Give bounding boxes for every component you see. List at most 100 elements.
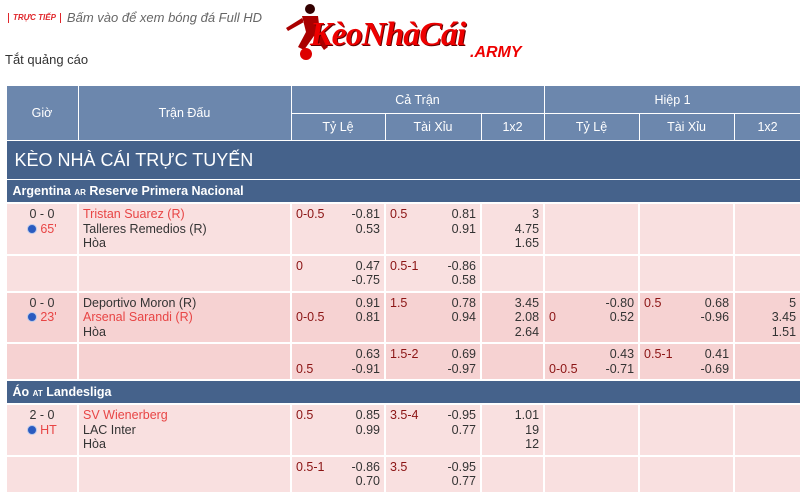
away-team[interactable]: LAC Inter: [83, 422, 136, 437]
logo-text: KèoNhàCái: [310, 16, 466, 53]
home-team[interactable]: SV Wienerberg: [83, 408, 168, 422]
live-badge: TRỰC TIẾP: [8, 12, 61, 23]
blank: [390, 362, 433, 377]
odds-1x2[interactable]: 3.45: [771, 310, 797, 324]
country-code: AT: [32, 389, 43, 398]
odds-1x2[interactable]: 1.01: [514, 408, 540, 422]
blank: 0: [296, 258, 303, 273]
hide-ads-link[interactable]: Tắt quảng cáo: [5, 52, 89, 67]
hdp-line[interactable]: 0.5: [296, 347, 338, 376]
half-1x2-cell: [733, 342, 800, 381]
odds-1x2[interactable]: 5: [789, 295, 797, 310]
blank: 0.41: [704, 347, 730, 361]
blank: 0.5: [390, 207, 408, 221]
blank: 0.77: [451, 422, 476, 437]
ou-odds[interactable]: -0.95 0.77: [433, 408, 477, 452]
full-1x2-cell: [479, 342, 546, 381]
hdp-wrap: 0.5 0.85 0.99: [296, 408, 380, 452]
blank: [338, 236, 380, 251]
blank: 0.68: [704, 295, 730, 310]
away-team[interactable]: Talleres Remedios (R): [83, 221, 207, 236]
odds-1x2[interactable]: 2.08: [514, 310, 540, 324]
odds-1x2[interactable]: 12: [525, 437, 540, 451]
full-ou-cell: 3.5 -0.95 0.77: [384, 454, 482, 494]
full-1x2-cell: [479, 454, 546, 494]
home-team[interactable]: Deportivo Moron (R): [83, 295, 197, 310]
draw-team[interactable]: Hòa: [83, 324, 106, 339]
col-match: Trận Đấu: [77, 85, 292, 141]
time-cell: 0 - 0 65': [5, 202, 79, 256]
hdp-wrap: 0-0.5 -0.81 0.53: [296, 207, 380, 251]
blank: 0.5: [296, 361, 314, 376]
odds-1x2[interactable]: 4.75: [514, 221, 540, 236]
odds-1x2[interactable]: 1.65: [514, 236, 540, 250]
ou-odds[interactable]: -0.95 0.77: [433, 459, 477, 489]
ou-line[interactable]: 0.5-1: [390, 259, 433, 288]
draw-team[interactable]: Hòa: [83, 437, 106, 451]
teams-cell: Deportivo Moron (R) Arsenal Sarandi (R) Hò…: [77, 290, 292, 344]
full-hdp-cell: 0.5 0.63 -0.91: [290, 342, 386, 381]
ou-odds[interactable]: 0.68 -0.96: [687, 296, 730, 340]
hdp-line[interactable]: 0-0.5: [549, 347, 592, 376]
odds-1x2[interactable]: 3.45: [514, 295, 540, 310]
time-cell: [5, 454, 79, 494]
hdp-odds[interactable]: -0.80 0.52: [592, 296, 635, 340]
hdp-line[interactable]: 0-0.5: [296, 207, 338, 251]
blank: [433, 236, 476, 251]
ou-odds[interactable]: 0.78 0.94: [433, 296, 476, 340]
live-stream-text[interactable]: Bấm vào để xem bóng đá Full HD: [66, 10, 263, 25]
odds-1x2[interactable]: 1.51: [771, 324, 797, 339]
full-1x2-cell: [479, 253, 546, 293]
league-header[interactable]: Áo AT Landesliga: [5, 379, 800, 405]
blank: [592, 325, 635, 340]
ou-odds[interactable]: 0.41 -0.69: [687, 347, 730, 376]
ou-line[interactable]: 1.5-2: [390, 347, 433, 376]
match-time: 23': [11, 310, 73, 325]
hdp-odds[interactable]: -0.86 0.70: [338, 460, 381, 489]
hdp-line[interactable]: 0: [549, 296, 592, 340]
odds-1x2[interactable]: 2.64: [514, 324, 540, 339]
ou-line[interactable]: 1.5: [390, 296, 433, 340]
ou-line[interactable]: 3.5-4: [390, 408, 433, 452]
hdp-odds[interactable]: 0.43 -0.71: [592, 347, 635, 376]
ou-line[interactable]: 0.5: [390, 207, 433, 251]
hdp-line[interactable]: 0.5: [296, 408, 338, 452]
odds-1x2[interactable]: 3: [532, 207, 540, 221]
blank: 1.5-2: [390, 347, 419, 361]
blank: 0.81: [451, 207, 476, 221]
home-team[interactable]: Tristan Suarez (R): [83, 207, 185, 221]
hdp-line[interactable]: 0.5-1: [296, 460, 338, 489]
blank: [296, 423, 338, 438]
blank: [390, 310, 433, 325]
blank: [296, 325, 338, 340]
hdp-wrap: 0.5-1 -0.86 0.70: [296, 460, 380, 489]
blank: -0.91: [351, 361, 381, 376]
blank: 0-0.5: [549, 361, 578, 376]
hdp-odds[interactable]: 0.63 -0.91: [338, 347, 381, 376]
blank: [296, 296, 338, 311]
league-header[interactable]: Argentina AR Reserve Primera Nacional: [5, 179, 800, 204]
col-half-hdp: Tỷ Lệ: [543, 113, 640, 141]
draw-team[interactable]: Hòa: [83, 236, 106, 250]
ou-odds[interactable]: 0.81 0.91: [433, 207, 476, 251]
ou-line[interactable]: 0.5-1: [644, 347, 687, 376]
hdp-line[interactable]: 0: [296, 259, 338, 288]
hdp-line[interactable]: 0-0.5: [296, 296, 338, 340]
blank: [644, 310, 687, 325]
site-logo[interactable]: KèoNhàCái .ARMY: [280, 2, 530, 62]
ou-odds[interactable]: -0.86 0.58: [433, 259, 477, 288]
blank: -0.95: [447, 459, 477, 474]
full-hdp-cell: 0-0.5 -0.81 0.53: [290, 202, 386, 256]
hdp-odds[interactable]: 0.47 -0.75: [338, 259, 381, 288]
hdp-odds[interactable]: 0.85 0.99: [338, 408, 380, 452]
ou-odds[interactable]: 0.69 -0.97: [433, 347, 477, 376]
hdp-odds[interactable]: 0.91 0.81: [338, 296, 380, 340]
odds-1x2[interactable]: 19: [525, 422, 540, 437]
col-half-ou: Tài Xỉu: [638, 113, 735, 141]
blank: [549, 296, 592, 311]
away-team[interactable]: Arsenal Sarandi (R): [83, 310, 193, 324]
ou-line[interactable]: 3.5: [390, 460, 433, 489]
hdp-odds[interactable]: -0.81 0.53: [338, 207, 381, 251]
live-stream-link[interactable]: TRỰC TIẾP Bấm vào để xem bóng đá Full HD: [8, 10, 262, 25]
ou-line[interactable]: 0.5: [644, 296, 687, 340]
